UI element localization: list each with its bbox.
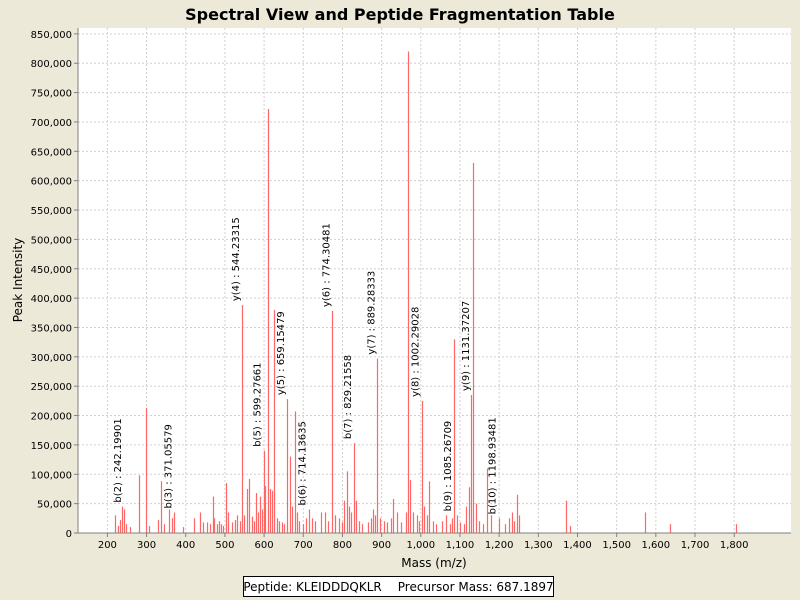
x-tick-label: 700 [294,540,313,551]
x-axis-ticks: 200 300 400 500 600 700 800 900 1,000 1,100 1,200 1… [98,533,749,551]
plot-area [78,28,791,533]
x-tick-label: 500 [215,540,234,551]
peak-annotation-label: b(7) : 829.21558 [343,355,354,439]
x-tick-label: 1,600 [642,540,671,551]
y-tick-label: 850,000 [31,30,72,41]
x-tick-label: 300 [137,540,156,551]
y-tick-label: 350,000 [31,323,72,334]
x-tick-label: 600 [255,540,274,551]
peak-annotation-label: b(5) : 599.27661 [253,362,264,446]
y-tick-label: 300,000 [31,353,72,364]
y-tick-label: 250,000 [31,382,72,393]
x-tick-label: 1,200 [485,540,514,551]
peak-annotation-label: y(9) : 1131.37207 [461,301,472,391]
x-tick-label: 1,700 [681,540,710,551]
y-tick-label: 500,000 [31,235,72,246]
x-tick-label: 900 [372,540,391,551]
grid-lines [78,28,791,533]
y-tick-label: 650,000 [31,147,72,158]
peak-annotation-label: y(8) : 1002.29028 [411,307,422,397]
x-tick-label: 400 [176,540,195,551]
y-tick-label: 0 [66,529,72,540]
y-tick-label: 200,000 [31,412,72,423]
y-tick-label: 100,000 [31,470,72,481]
y-tick-label: 150,000 [31,441,72,452]
peptide-label: Peptide: KLEIDDDQKLR [243,579,382,594]
y-tick-label: 50,000 [37,500,72,511]
chart-title: Spectral View and Peptide Fragmentation … [185,5,615,24]
x-tick-label: 200 [98,540,117,551]
x-tick-label: 1,100 [446,540,475,551]
y-axis-ticks: 0 50,000 100,000 150,000 200,000 250,000 300,0… [31,30,78,540]
y-tick-label: 750,000 [31,89,72,100]
spectrum-chart-svg: Spectral View and Peptide Fragmentation … [11,5,791,570]
x-tick-label: 1,400 [563,540,592,551]
peak-annotation-label: b(9) : 1085.26709 [443,421,454,512]
peak-annotations: b(2) : 242.19901 b(3) : 371.05579 y(4) : 5… [113,217,499,514]
y-tick-label: 400,000 [31,294,72,305]
x-tick-label: 1,000 [406,540,435,551]
y-tick-label: 550,000 [31,206,72,217]
precursor-mass-label: Precursor Mass: 687.1897 [397,579,554,594]
x-tick-label: 1,500 [602,540,631,551]
peak-annotation-label: b(10) : 1198.93481 [488,417,499,514]
peak-annotation-label: b(6) : 714.13635 [298,421,309,505]
y-axis-label: Peak Intensity [11,238,25,323]
x-tick-label: 1,800 [720,540,749,551]
y-tick-label: 800,000 [31,59,72,70]
peak-annotation-label: y(4) : 544.23315 [231,217,242,301]
peak-annotation-label: y(7) : 889.28333 [366,271,377,355]
peak-annotation-label: y(5) : 659.15479 [276,311,287,395]
y-tick-label: 700,000 [31,118,72,129]
peptide-info-box: Peptide: KLEIDDDQKLR Precursor Mass: 687… [243,576,554,597]
x-axis-label: Mass (m/z) [401,556,466,570]
y-tick-label: 600,000 [31,177,72,188]
y-tick-label: 450,000 [31,265,72,276]
peak-annotation-label: b(3) : 371.05579 [163,424,174,508]
peak-annotation-label: b(2) : 242.19901 [113,418,124,502]
x-tick-label: 800 [333,540,352,551]
peak-series [114,51,738,533]
peak-annotation-label: y(6) : 774.30481 [321,223,332,307]
x-tick-label: 1,300 [524,540,553,551]
